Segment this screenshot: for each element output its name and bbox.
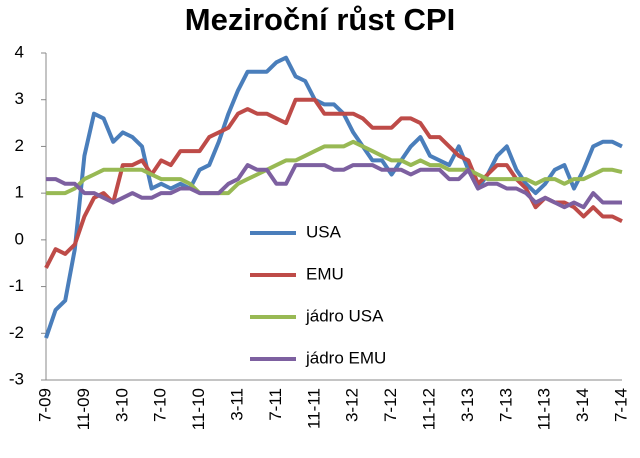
y-tick-label: -1 — [9, 276, 24, 295]
legend-label: EMU — [306, 264, 344, 283]
legend-label: jádro EMU — [305, 348, 386, 367]
series-line — [46, 139, 623, 196]
x-tick-label: 3-10 — [112, 388, 131, 422]
x-tick-label: 11-10 — [189, 388, 208, 430]
x-tick-label: 11-13 — [535, 388, 554, 430]
legend-label: jádro USA — [305, 306, 384, 325]
x-tick-label: 7-12 — [381, 388, 400, 422]
x-tick-label: 11-12 — [419, 388, 438, 430]
y-tick-label: 3 — [15, 89, 24, 108]
x-tick-label: 3-11 — [227, 388, 246, 421]
chart-title: Meziroční růst CPI — [185, 2, 455, 37]
series-line — [44, 97, 623, 269]
x-tick-label: 3-12 — [343, 388, 362, 422]
y-tick-label: 1 — [15, 183, 24, 202]
y-tick-label: 2 — [15, 136, 24, 155]
legend-label: USA — [306, 222, 342, 241]
x-tick-label: 11-09 — [74, 388, 93, 430]
y-tick-label: 0 — [15, 229, 24, 248]
series-line — [46, 163, 622, 210]
y-tick-label: 4 — [15, 42, 24, 61]
x-tick-label: 3-13 — [458, 388, 477, 422]
x-tick-label: 7-13 — [496, 388, 515, 422]
series-line — [44, 55, 623, 339]
x-tick-label: 7-10 — [151, 388, 170, 422]
y-tick-label: -3 — [9, 369, 24, 388]
x-tick-label: 7-14 — [611, 388, 630, 422]
x-tick-label: 11-11 — [304, 388, 323, 429]
x-tick-label: 7-09 — [35, 388, 54, 422]
y-tick-label: -2 — [9, 323, 24, 342]
x-tick-label: 7-11 — [266, 388, 285, 421]
x-tick-label: 3-14 — [573, 388, 592, 422]
